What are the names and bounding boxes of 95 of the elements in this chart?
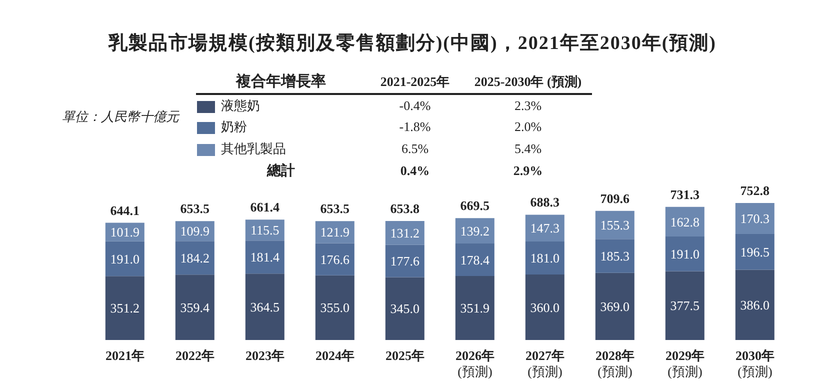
x-tick-label: 2022年 (176, 348, 214, 363)
bar (595, 239, 634, 273)
x-tick-label: 2026年 (預測) (456, 348, 494, 379)
bar (175, 241, 214, 275)
bar (245, 220, 284, 241)
bar (315, 243, 354, 276)
x-tick-label: 2027年 (預測) (526, 348, 564, 379)
total-label: 688.3 (530, 194, 560, 210)
data-label: 351.2 (110, 300, 140, 316)
chart-title: 乳製品市場規模(按類別及零售額劃分)(中國)，2021年至2030年(預測) (107, 32, 718, 56)
bar (595, 210, 634, 240)
bar (525, 214, 564, 242)
bar (455, 276, 494, 340)
bar (315, 221, 354, 244)
data-label: 185.3 (600, 248, 630, 264)
data-label: 355.0 (320, 300, 350, 316)
data-label: 360.0 (530, 300, 560, 315)
bar (385, 221, 424, 245)
data-label: 176.6 (320, 252, 350, 267)
total-label: 731.3 (670, 186, 700, 202)
bar (245, 240, 284, 274)
total-label: 653.5 (320, 201, 350, 216)
bar (385, 244, 424, 278)
data-label: 115.5 (250, 222, 280, 238)
data-label: 351.9 (460, 300, 490, 316)
total-label: 709.6 (600, 190, 630, 206)
data-label: 184.2 (180, 250, 210, 266)
x-tick-label: 2025年 (386, 348, 424, 363)
text: 5.4% (513, 140, 543, 158)
text: 2.9% (512, 162, 544, 180)
bar (385, 277, 424, 340)
total-label: 653.8 (390, 201, 420, 216)
bar (245, 274, 284, 340)
legend-label: 其他乳製品 (220, 140, 287, 158)
text: -0.4% (398, 96, 432, 114)
bar (105, 241, 144, 276)
x-tick-label: 2024年 (316, 348, 354, 363)
data-label: 191.0 (110, 251, 140, 266)
x-tick-label: 2030年 (預測) (736, 348, 774, 379)
bar (665, 271, 704, 340)
data-label: 386.0 (740, 297, 770, 312)
data-label: 181.0 (530, 250, 560, 266)
bar (525, 242, 564, 274)
bar (735, 270, 774, 340)
data-label: 196.5 (740, 244, 770, 260)
data-label: 147.3 (530, 220, 560, 236)
text: 2.3% (513, 96, 543, 114)
bar (665, 236, 704, 272)
x-tick-label: 2023年 (246, 348, 284, 363)
total-label: 644.1 (110, 202, 140, 218)
bar (665, 206, 704, 237)
bar (735, 234, 774, 270)
x-tick-label: 2021年 (106, 348, 144, 363)
data-label: 139.2 (460, 223, 490, 238)
data-label: 109.9 (180, 224, 210, 239)
bar (525, 274, 564, 340)
data-label: 131.2 (390, 226, 420, 241)
text: 2025-2030年 (預測) (473, 72, 583, 91)
total-label: 752.8 (740, 183, 770, 198)
bar (735, 203, 774, 234)
legend-title: 複合年增長率 (234, 72, 327, 92)
x-tick-label: 2029年 (預測) (666, 348, 704, 379)
legend-label: 液態奶 (220, 96, 261, 114)
bar (105, 276, 144, 340)
data-label: 377.5 (670, 298, 700, 314)
data-label: 364.5 (250, 299, 280, 314)
data-label: 191.0 (670, 246, 700, 262)
data-label: 177.6 (390, 254, 420, 269)
text: 0.4% (399, 162, 431, 180)
total-label: 653.5 (180, 201, 210, 216)
total-label: 661.4 (250, 200, 280, 215)
bar (595, 272, 634, 340)
data-label: 345.0 (390, 301, 420, 316)
data-label: 170.3 (740, 211, 770, 226)
data-label: 369.0 (600, 298, 630, 314)
data-label: 181.4 (250, 250, 280, 265)
data-label: 178.4 (460, 252, 490, 268)
text: 2021-2025年 (379, 72, 451, 90)
data-label: 101.9 (110, 224, 140, 240)
text: -1.8% (398, 118, 432, 136)
legend-label: 奶粉 (220, 118, 248, 136)
bar (315, 275, 354, 340)
data-label: 121.9 (320, 224, 350, 240)
bar (455, 218, 494, 244)
data-label: 359.4 (180, 300, 210, 315)
text: 總計 (266, 162, 296, 181)
bar (455, 243, 494, 276)
data-label: 155.3 (600, 218, 630, 233)
bar (175, 274, 214, 340)
text: 2.0% (513, 118, 543, 136)
text: 單位：人民幣十億元 (62, 108, 179, 126)
data-label: 162.8 (670, 214, 700, 230)
total-label: 669.5 (460, 198, 490, 214)
text: 6.5% (400, 140, 430, 158)
x-tick-label: 2028年 (預測) (596, 348, 634, 379)
